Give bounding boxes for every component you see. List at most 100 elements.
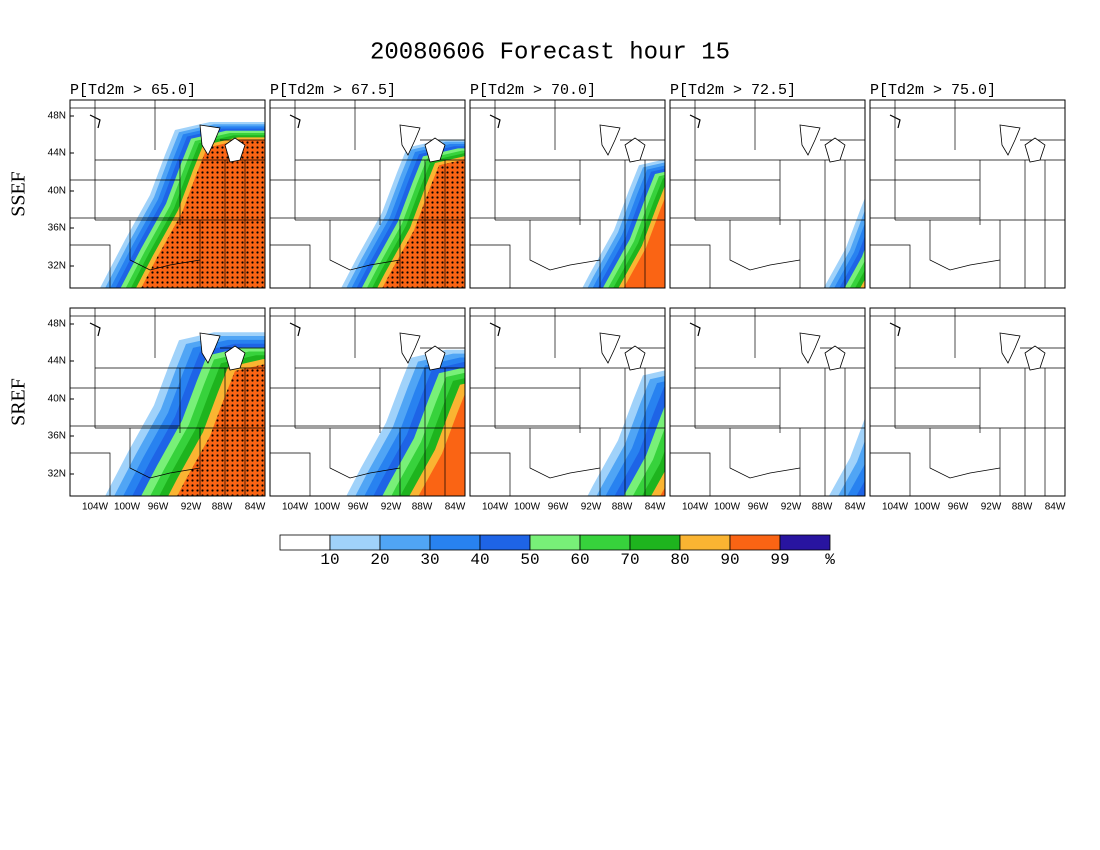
map-panel	[69, 99, 266, 289]
colorbar-cell	[729, 534, 781, 551]
colorbar-label: 10	[320, 551, 339, 569]
lon-label: 88W	[812, 502, 833, 513]
colorbar-label: 70	[620, 551, 639, 569]
map-content	[270, 308, 465, 496]
row-label: SSEF	[8, 171, 30, 217]
river	[89, 114, 101, 129]
row-label: SREF	[8, 378, 30, 426]
lake	[824, 345, 846, 371]
lon-label: 88W	[412, 502, 433, 513]
panel-frame	[69, 99, 266, 289]
stipple-area	[177, 364, 265, 496]
lon-label: 100W	[714, 502, 741, 513]
map-content	[70, 100, 265, 288]
panel-title: P[Td2m > 70.0]	[470, 82, 596, 99]
map-panel	[269, 307, 466, 497]
border-line	[529, 220, 601, 271]
probability-area	[855, 270, 865, 288]
border-line	[870, 244, 911, 288]
colorbar-label: 40	[470, 551, 489, 569]
map-panel	[269, 99, 466, 289]
border-line	[329, 220, 401, 271]
lon-label: 84W	[645, 502, 666, 513]
lon-label: 104W	[882, 502, 909, 513]
lat-label: 32N	[48, 261, 66, 272]
colorbar-label: 99	[770, 551, 789, 569]
probability-area	[651, 470, 665, 496]
lake	[224, 137, 246, 163]
lat-label: 36N	[48, 431, 66, 442]
lake	[824, 137, 846, 163]
probability-area	[847, 463, 865, 496]
river	[889, 114, 901, 129]
map-panel	[869, 99, 1066, 289]
river	[489, 322, 501, 337]
lake	[999, 124, 1021, 156]
colorbar-label: %	[825, 551, 835, 569]
lake	[1024, 137, 1046, 163]
border-line	[329, 428, 401, 479]
colorbar-cell	[279, 534, 331, 551]
stipple-area	[382, 159, 465, 288]
lon-label: 92W	[781, 502, 802, 513]
colorbar-cell	[779, 534, 831, 551]
river	[289, 114, 301, 129]
map-content	[670, 100, 865, 288]
lat-label: 44N	[48, 356, 66, 367]
lake	[624, 345, 646, 371]
lon-label: 92W	[981, 502, 1002, 513]
colorbar-label: 20	[370, 551, 389, 569]
lat-label: 36N	[48, 223, 66, 234]
border-line	[470, 244, 511, 288]
lon-label: 88W	[212, 502, 233, 513]
lake	[199, 124, 221, 156]
lon-label: 88W	[1012, 502, 1033, 513]
map-content	[270, 100, 465, 288]
map-content	[70, 308, 265, 496]
river	[289, 322, 301, 337]
lake	[224, 345, 246, 371]
colorbar-label: 80	[670, 551, 689, 569]
lake	[399, 332, 421, 364]
map-panel	[69, 307, 266, 497]
lake	[624, 137, 646, 163]
border-line	[70, 452, 111, 496]
map-panel	[869, 307, 1066, 497]
river	[689, 322, 701, 337]
border-line	[670, 244, 711, 288]
border-line	[270, 244, 311, 288]
panel-title: P[Td2m > 72.5]	[670, 82, 796, 99]
colorbar-cell	[479, 534, 531, 551]
border-line	[870, 452, 911, 496]
border-line	[70, 244, 111, 288]
border-line	[470, 452, 511, 496]
panel-frame	[269, 99, 466, 289]
border-line	[729, 428, 801, 479]
lat-label: 40N	[48, 394, 66, 405]
map-panel	[469, 307, 666, 497]
border-line	[129, 220, 201, 271]
border-line	[129, 428, 201, 479]
panel-frame	[669, 307, 866, 497]
lon-label: 84W	[245, 502, 266, 513]
map-content	[870, 100, 1065, 288]
lon-label: 100W	[914, 502, 941, 513]
lon-label: 100W	[114, 502, 141, 513]
colorbar-cell	[379, 534, 431, 551]
lon-label: 96W	[948, 502, 969, 513]
stipple-area	[141, 139, 265, 288]
river	[489, 114, 501, 129]
colorbar-cell	[429, 534, 481, 551]
colorbar-cell	[329, 534, 381, 551]
lake	[424, 137, 446, 163]
panel-frame	[869, 307, 1066, 497]
river	[689, 114, 701, 129]
lake	[424, 345, 446, 371]
lon-label: 96W	[548, 502, 569, 513]
lon-label: 92W	[581, 502, 602, 513]
lon-label: 96W	[148, 502, 169, 513]
border-line	[929, 220, 1001, 271]
border-line	[270, 452, 311, 496]
river	[89, 322, 101, 337]
